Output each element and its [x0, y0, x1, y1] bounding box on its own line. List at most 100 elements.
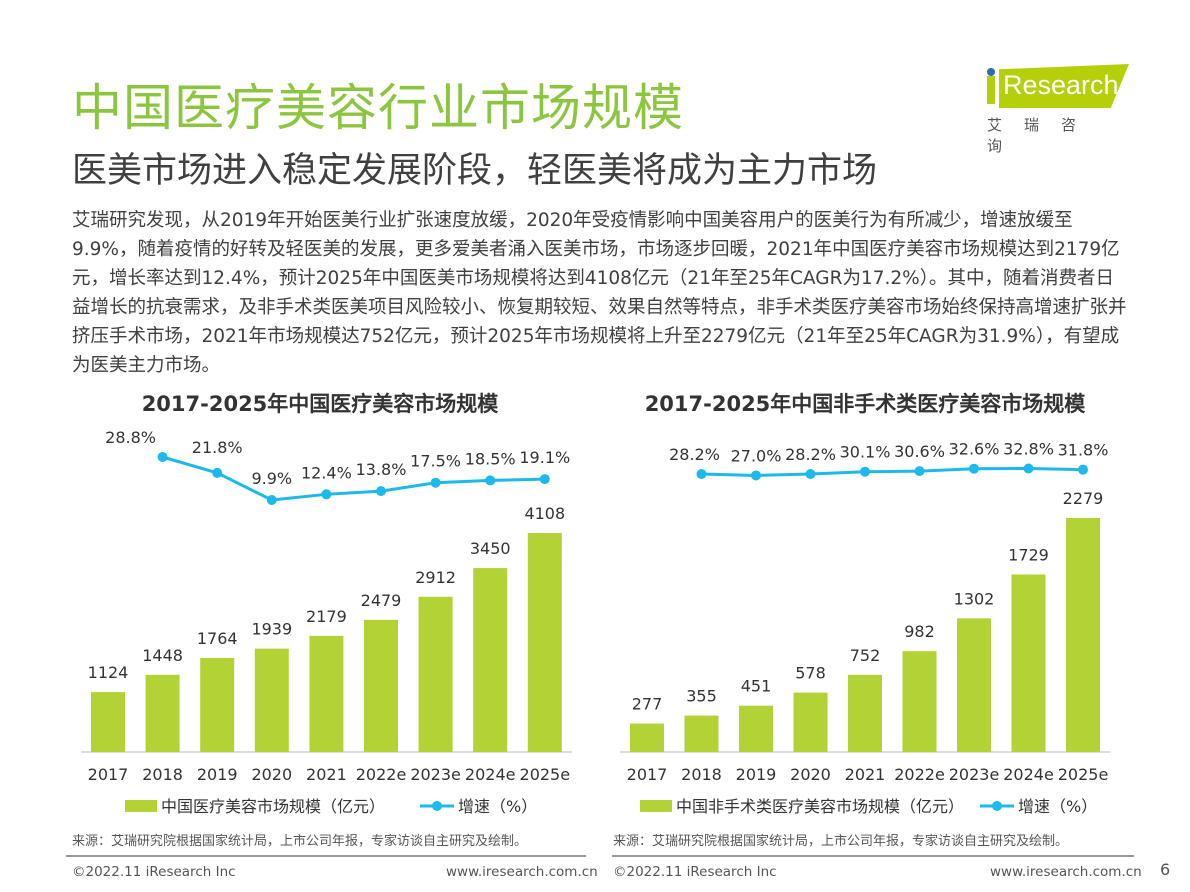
growth-label: 30.1%: [840, 443, 891, 462]
x-tick-label: 2021: [306, 765, 347, 784]
x-tick-label: 2022e: [356, 765, 407, 784]
legend-bar-swatch: [640, 800, 672, 812]
growth-label: 28.8%: [105, 428, 156, 447]
bar: [848, 674, 882, 752]
growth-label: 28.2%: [669, 445, 720, 464]
bar: [739, 705, 773, 752]
x-tick-label: 2019: [197, 765, 238, 784]
growth-label: 13.8%: [356, 460, 407, 479]
bar-value-label: 1124: [88, 663, 129, 682]
growth-point: [969, 463, 979, 474]
growth-label: 30.6%: [894, 442, 945, 461]
chart-title: 2017-2025年中国非手术类医疗美容市场规模: [645, 392, 1087, 416]
bar-value-label: 2912: [415, 568, 456, 587]
bar: [200, 657, 235, 752]
bar: [1066, 518, 1100, 752]
growth-point: [157, 452, 168, 462]
x-tick-label: 2021: [845, 765, 886, 784]
bar: [254, 648, 289, 752]
bar-value-label: 277: [632, 695, 663, 714]
legend-bar-label: 中国非手术类医疗美容市场规模（亿元）: [676, 797, 964, 816]
x-tick-label: 2020: [790, 765, 831, 784]
bar-value-label: 1302: [954, 589, 995, 608]
bar: [418, 596, 453, 752]
source-note-right: 来源：艾瑞研究院根据国家统计局，上市公司年报，专家访谈自主研究及绘制。: [613, 834, 1069, 849]
growth-point: [321, 489, 332, 500]
url-right[interactable]: www.iresearch.com.cn: [990, 864, 1142, 880]
bar: [364, 619, 398, 752]
bar-value-label: 3450: [470, 539, 511, 558]
chart-title: 2017-2025年中国医疗美容市场规模: [142, 392, 500, 416]
copyright-left: ©2022.11 iResearch Inc: [72, 864, 236, 880]
x-tick-label: 2025e: [520, 765, 571, 784]
x-tick-label: 2018: [681, 765, 722, 784]
x-tick-label: 2024e: [1003, 765, 1054, 784]
bar: [145, 674, 180, 752]
bar-value-label: 752: [850, 646, 881, 665]
x-tick-label: 2019: [736, 765, 777, 784]
growth-point: [1023, 463, 1034, 474]
bar-value-label: 1729: [1008, 545, 1049, 564]
legend-bar-label: 中国医疗美容市场规模（亿元）: [161, 797, 385, 816]
page-title: 中国医疗美容行业市场规模: [72, 79, 684, 137]
legend-line-marker: [432, 801, 442, 811]
bar: [91, 692, 125, 752]
page-subtitle: 医美市场进入稳定发展阶段，轻医美将成为主力市场: [72, 151, 878, 191]
url-left[interactable]: www.iresearch.com.cn: [446, 864, 598, 880]
source-note-left: 来源：艾瑞研究院根据国家统计局，上市公司年报，专家访谈自主研究及绘制。: [72, 834, 528, 849]
page-number: 6: [1160, 860, 1171, 879]
growth-point: [266, 495, 277, 505]
bar-value-label: 2179: [306, 607, 347, 626]
x-tick-label: 2022e: [894, 765, 945, 784]
body-text: 艾瑞研究发现，从2019年开始医美行业扩张速度放缓，2020年受疫情影响中国美容…: [72, 210, 1127, 376]
growth-label: 32.8%: [1003, 439, 1054, 458]
iresearch-logo: Research 艾瑞咨询: [985, 64, 1130, 155]
x-tick-label: 2020: [251, 765, 292, 784]
growth-point: [212, 467, 223, 478]
legend-bar-swatch: [125, 800, 157, 812]
growth-label: 12.4%: [301, 463, 352, 482]
growth-label: 28.2%: [785, 445, 836, 464]
growth-point: [376, 486, 386, 497]
divider: [612, 855, 1134, 857]
bar: [1011, 574, 1046, 752]
growth-point: [914, 466, 925, 477]
growth-label: 32.6%: [949, 440, 1000, 459]
growth-point: [485, 475, 496, 486]
growth-point: [539, 474, 550, 485]
bar: [902, 651, 937, 752]
growth-label: 31.8%: [1058, 441, 1109, 460]
legend-line-marker: [992, 801, 1002, 811]
bar: [684, 715, 719, 752]
growth-label: 9.9%: [251, 469, 292, 488]
bar-value-label: 1448: [142, 646, 183, 665]
x-tick-label: 2017: [88, 765, 129, 784]
x-tick-label: 2023e: [949, 765, 1000, 784]
bar: [630, 723, 664, 752]
copyright-right: ©2022.11 iResearch Inc: [613, 864, 777, 880]
growth-label: 19.1%: [519, 448, 570, 467]
divider: [66, 855, 586, 857]
bar-value-label: 4108: [524, 504, 565, 523]
bar-value-label: 1764: [197, 629, 238, 648]
growth-line: [701, 466, 1084, 477]
bar-value-label: 355: [686, 687, 717, 706]
growth-point: [860, 466, 870, 477]
growth-point: [805, 469, 816, 479]
bar: [309, 635, 344, 752]
bar-value-label: 2479: [361, 591, 402, 610]
bar-value-label: 982: [904, 622, 935, 641]
bar: [793, 692, 828, 752]
bar-value-label: 2279: [1063, 489, 1104, 508]
growth-label: 18.5%: [465, 449, 516, 468]
growth-label: 27.0%: [731, 446, 782, 465]
x-tick-label: 2023e: [410, 765, 461, 784]
growth-point: [430, 477, 441, 488]
x-tick-label: 2025e: [1058, 765, 1109, 784]
bar: [527, 533, 562, 752]
growth-label: 17.5%: [410, 452, 461, 471]
bar: [957, 618, 991, 752]
x-tick-label: 2018: [142, 765, 183, 784]
